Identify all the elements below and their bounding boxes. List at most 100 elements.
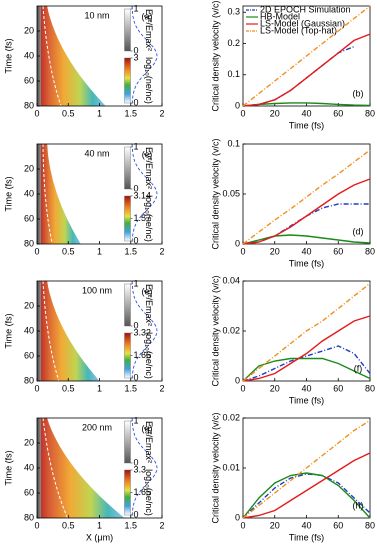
critical-surface: [42, 417, 69, 519]
y-tick-label: 0.01: [222, 462, 240, 472]
colorbar-tick-label: 1: [134, 3, 139, 13]
panel-label: (e): [142, 286, 153, 296]
y-tick-label: 40: [24, 462, 34, 472]
series-line: [242, 45, 355, 107]
x-tick-label: 2: [159, 520, 164, 530]
y-axis-label: Critical density velocity (v/c): [210, 0, 220, 111]
x-tick-label: 0.5: [62, 108, 75, 118]
y-tick-label: 80: [24, 100, 34, 110]
panel-title: 100 nm: [82, 285, 112, 295]
y-tick-label: 0: [235, 512, 240, 522]
panel-label: (g): [142, 423, 153, 433]
colorbar-label: log₁₀(ne/nc): [144, 469, 154, 516]
legend-label: 2D EPOCH Simulation: [260, 4, 351, 14]
panel-label: (a): [142, 11, 153, 21]
x-tick-label: 20: [270, 520, 280, 530]
colorbar-label: log₁₀(ne/nc): [144, 332, 154, 379]
y-tick-label: 0.3: [227, 7, 240, 17]
series-line: [242, 102, 371, 107]
x-tick-label: 40: [301, 246, 311, 256]
colorbar-tick-label: 0: [134, 45, 139, 55]
x-tick-label: 0: [34, 246, 39, 256]
y-tick-label: 0.02: [222, 412, 240, 422]
y-tick-label: 80: [24, 375, 34, 385]
y-tick-label: 0: [235, 238, 240, 248]
colorbar-tick-label: 0: [134, 457, 139, 467]
legend-label: LS-Model (Top-hat): [260, 25, 337, 35]
y-tick-label: 0.02: [222, 325, 240, 335]
colorbar-tick-label: 3.3: [134, 464, 147, 474]
colorbar-label: log₁₀(ne/nc): [144, 57, 154, 104]
series-line: [242, 178, 371, 245]
panel-label: (d): [353, 226, 364, 236]
series-line: [242, 282, 371, 382]
colorbar-tick-label: 0: [134, 235, 139, 245]
series-line: [242, 5, 371, 107]
series-line: [242, 315, 371, 382]
y-axis-label: Critical density velocity (v/c): [210, 275, 220, 386]
colorbar-tick-label: 1: [134, 415, 139, 425]
colorbar-tick-label: 3.32: [134, 327, 152, 337]
series-line: [242, 345, 371, 382]
colorbar-tick-label: 1: [134, 278, 139, 288]
x-tick-label: 1: [97, 520, 102, 530]
x-tick-label: 1: [97, 246, 102, 256]
x-tick-label: 80: [365, 108, 375, 118]
x-tick-label: 1.5: [124, 108, 137, 118]
panel-label: (f): [354, 363, 363, 373]
x-tick-label: 2: [159, 383, 164, 393]
x-tick-label: 1.5: [124, 520, 137, 530]
y-tick-label: 20: [24, 437, 34, 447]
y-axis-label: Time (fs): [3, 450, 13, 485]
plasma-region: [41, 144, 81, 244]
y-tick-label: 0.05: [222, 188, 240, 198]
x-tick-label: 0.5: [62, 520, 75, 530]
y-axis-label: Time (fs): [3, 176, 13, 211]
colorbar-tick-label: 1.65: [134, 487, 152, 497]
y-axis-label: Critical density velocity (v/c): [210, 412, 220, 523]
x-tick-label: 40: [301, 383, 311, 393]
colorbar-tick-label: 1.57: [134, 213, 152, 223]
series-line: [242, 33, 371, 107]
panel-title: 200 nm: [82, 422, 112, 432]
series-line: [242, 419, 371, 519]
colorbar: [124, 195, 131, 242]
x-tick-label: 80: [365, 520, 375, 530]
x-tick-label: 20: [270, 383, 280, 393]
series-line: [242, 234, 371, 245]
x-axis-label: Time (fs): [289, 120, 324, 130]
plasma-region: [41, 6, 106, 106]
series-line: [242, 472, 371, 519]
colorbar-tick-label: 1: [134, 141, 139, 151]
y-tick-label: 0: [235, 375, 240, 385]
colorbar-label: log₁₀(ne/nc): [144, 195, 154, 242]
legend-label: HB-Model: [260, 11, 300, 21]
x-axis-label: Time (fs): [289, 395, 324, 405]
series-line: [242, 203, 370, 245]
x-tick-label: 0: [240, 108, 245, 118]
colorbar-tick-label: 0: [134, 320, 139, 330]
colorbar-label: Ey²/Emax²: [144, 147, 154, 189]
y-tick-label: 20: [24, 300, 34, 310]
x-tick-label: 60: [333, 383, 343, 393]
panel-label: (c): [142, 149, 153, 159]
panel-label: (h): [353, 500, 364, 510]
x-axis-label: X (μm): [86, 532, 113, 542]
plasma-region: [41, 418, 125, 518]
colorbar-tick-label: 0: [134, 97, 139, 107]
panel-title: 10 nm: [84, 10, 109, 20]
y-tick-label: 20: [24, 163, 34, 173]
colorbar: [124, 283, 131, 327]
y-tick-label: 60: [24, 487, 34, 497]
colorbar-tick-label: 3.14: [134, 190, 152, 200]
legend-label: LS-Model (Gaussian): [260, 18, 345, 28]
x-tick-label: 60: [333, 108, 343, 118]
x-tick-label: 0: [240, 383, 245, 393]
x-tick-label: 80: [365, 383, 375, 393]
x-tick-label: 60: [333, 246, 343, 256]
colorbar: [124, 57, 131, 104]
y-tick-label: 0.1: [227, 138, 240, 148]
colorbar-tick-label: 1.66: [134, 350, 152, 360]
x-axis-label: Time (fs): [289, 532, 324, 542]
y-tick-label: 60: [24, 350, 34, 360]
